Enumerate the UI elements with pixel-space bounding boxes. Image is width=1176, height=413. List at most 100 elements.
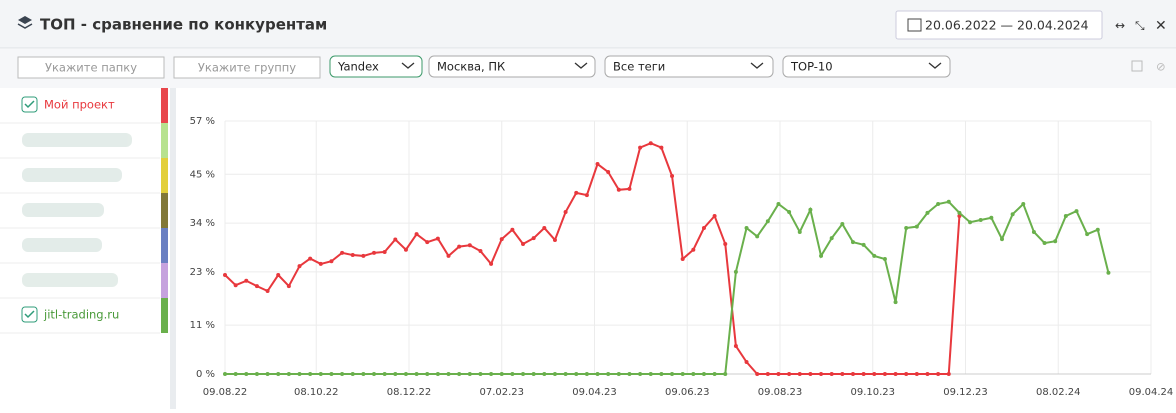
data-point <box>978 217 983 222</box>
data-point <box>435 372 440 376</box>
data-point <box>946 372 951 376</box>
data-point <box>372 372 377 376</box>
calendar-icon <box>907 18 922 32</box>
x-tick-label: 08.02.24 <box>1036 387 1081 398</box>
data-point <box>723 241 728 246</box>
data-point <box>276 372 281 376</box>
data-point <box>829 372 834 376</box>
data-point <box>989 215 994 220</box>
x-tick-label: 09.04.23 <box>572 387 617 398</box>
data-point <box>233 372 238 376</box>
data-point <box>223 273 227 278</box>
engine-select[interactable] <box>329 55 423 78</box>
data-point <box>797 372 802 376</box>
tags-select[interactable] <box>604 55 774 78</box>
collapse-button[interactable]: ↔ <box>1115 19 1125 33</box>
data-point <box>521 372 526 376</box>
data-point <box>531 372 536 376</box>
data-point <box>776 202 781 207</box>
data-point <box>840 372 845 376</box>
data-point <box>765 219 770 224</box>
x-tick-label: 09.10.23 <box>850 387 895 398</box>
data-point <box>499 372 504 376</box>
data-point <box>819 372 824 376</box>
date-picker[interactable] <box>895 10 1103 40</box>
data-point <box>531 236 536 241</box>
data-point <box>648 372 653 376</box>
series-line <box>224 142 961 375</box>
data-point <box>606 372 611 376</box>
data-point <box>318 372 323 376</box>
data-point <box>606 170 611 175</box>
data-point <box>414 232 419 237</box>
top-select[interactable] <box>782 55 951 78</box>
data-point <box>691 247 696 252</box>
data-point <box>414 372 419 376</box>
data-point <box>361 372 366 376</box>
data-point <box>797 229 802 234</box>
data-point <box>563 372 568 376</box>
data-point <box>318 261 323 266</box>
data-point <box>286 372 291 376</box>
data-point <box>733 269 738 274</box>
y-tick-label: 0 % <box>196 369 215 380</box>
y-tick-label: 11 % <box>190 320 215 331</box>
data-point <box>563 209 568 214</box>
data-point <box>999 237 1004 242</box>
data-point <box>361 253 366 258</box>
data-point <box>840 221 845 226</box>
data-point <box>595 162 600 167</box>
group-placeholder: Укажите группу <box>198 61 296 75</box>
y-tick-label: 34 % <box>190 218 215 229</box>
legend-entry[interactable]: jitl-trading.ru <box>43 308 119 322</box>
data-point <box>308 256 313 261</box>
x-tick-label: 09.04.24 <box>1129 387 1174 398</box>
x-tick-label: 09.12.23 <box>943 387 988 398</box>
x-tick-label: 08.10.22 <box>294 387 339 398</box>
data-point <box>457 372 462 376</box>
folder-placeholder: Укажите папку <box>45 61 137 75</box>
data-point <box>510 227 515 232</box>
data-point <box>382 372 387 376</box>
y-tick-label: 23 % <box>190 267 215 278</box>
legend-entry[interactable]: Мой проект <box>44 98 115 112</box>
layers-icon <box>17 16 33 29</box>
export-icon[interactable] <box>1131 60 1143 72</box>
data-point <box>265 288 270 293</box>
region-select[interactable] <box>428 55 596 78</box>
data-point <box>223 372 227 376</box>
data-point <box>925 210 930 215</box>
data-point <box>712 213 717 218</box>
data-point <box>574 190 579 195</box>
folder-input[interactable] <box>17 56 165 79</box>
group-input[interactable] <box>173 56 321 79</box>
data-point <box>861 242 866 247</box>
region-value: Москва, ПК <box>437 60 505 74</box>
data-point <box>670 174 675 179</box>
data-point <box>393 237 398 242</box>
data-point <box>648 141 653 146</box>
data-point <box>925 372 930 376</box>
data-point <box>627 186 632 191</box>
data-point <box>808 207 813 212</box>
minimize-button[interactable]: ⤡ <box>1135 19 1145 33</box>
data-point <box>712 372 717 376</box>
data-point <box>254 284 259 289</box>
data-point <box>244 278 249 283</box>
data-point <box>893 300 898 305</box>
data-point <box>340 250 345 255</box>
data-point <box>968 220 973 225</box>
data-point <box>936 202 941 207</box>
data-point <box>297 372 302 376</box>
x-tick-label: 09.08.22 <box>203 387 248 398</box>
hide-icon[interactable]: ⊘ <box>1156 60 1166 74</box>
data-point <box>446 253 451 258</box>
data-point <box>701 225 706 230</box>
data-point <box>850 372 855 376</box>
x-tick-label: 09.08.23 <box>758 387 803 398</box>
close-button[interactable]: ✕ <box>1155 18 1167 34</box>
data-point <box>733 344 738 349</box>
x-tick-label: 08.12.22 <box>387 387 432 398</box>
data-point <box>946 199 951 204</box>
